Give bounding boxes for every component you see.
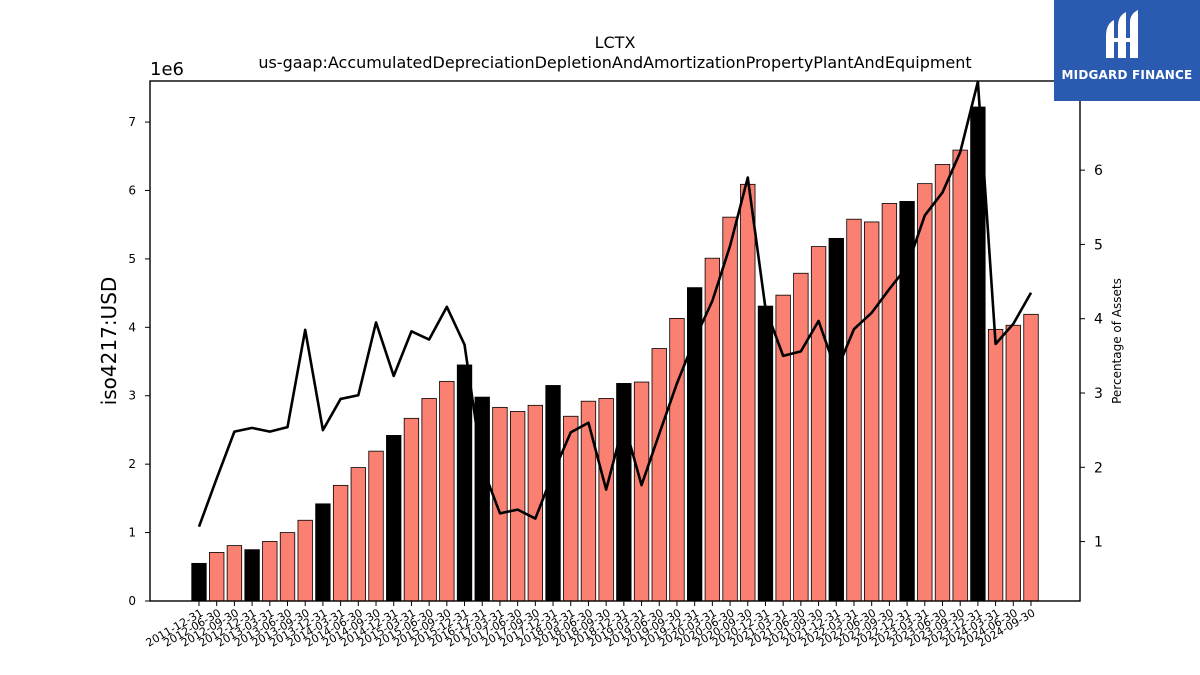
bar-2020-06-30 <box>722 216 738 602</box>
y2-tick-label: 5 <box>1094 237 1103 253</box>
bar-2018-12-31 <box>616 383 632 602</box>
midgard-finance-logo: MIDGARD FINANCE <box>1054 0 1200 101</box>
bar-2014-03-31 <box>332 484 349 602</box>
bar-2023-12-31 <box>970 106 986 602</box>
bar-2019-09-30 <box>669 318 685 602</box>
bar-2022-12-31 <box>899 201 915 602</box>
bar-2023-03-31 <box>917 183 933 602</box>
bar-2022-06-30 <box>864 221 880 602</box>
y-tick-label: 6 <box>128 183 136 197</box>
y2-tick-label: 6 <box>1094 163 1103 179</box>
bar-2021-12-31 <box>828 237 844 602</box>
bars-layer <box>191 106 1039 602</box>
bar-2011-12-31 <box>191 562 207 602</box>
y-tick-label: 3 <box>128 389 136 403</box>
midgard-finance-logo-icon <box>1106 10 1138 58</box>
y-tick-label: 5 <box>128 252 136 266</box>
bar-2018-06-30 <box>580 400 597 602</box>
bar-2012-12-31 <box>244 549 260 602</box>
bar-2023-09-30 <box>952 149 968 602</box>
bar-2024-03-31 <box>987 328 1004 602</box>
bar-2019-06-30 <box>651 348 667 602</box>
bar-2015-12-31 <box>456 364 473 602</box>
chart-subtitle: us-gaap:AccumulatedDepreciationDepletion… <box>258 53 971 72</box>
percentage-of-assets-line <box>197 80 1033 528</box>
bar-2017-03-31 <box>492 406 508 602</box>
y-axis-offset-label: 1e6 <box>150 59 184 80</box>
y-tick-label: 4 <box>128 320 136 334</box>
y2-tick-label: 1 <box>1094 535 1103 551</box>
bar-2017-06-30 <box>509 411 526 602</box>
bar-2021-06-30 <box>793 272 809 602</box>
y2-tick-label: 4 <box>1094 312 1103 328</box>
bar-2012-09-30 <box>226 545 243 602</box>
line-layer <box>197 80 1033 528</box>
bar-2013-03-31 <box>262 541 278 602</box>
chart-title: LCTX <box>595 33 636 52</box>
bar-2013-06-30 <box>279 532 296 602</box>
logo-text: MIDGARD FINANCE <box>1061 68 1193 82</box>
bar-2019-03-31 <box>633 381 650 602</box>
y2-axis-label: Percentage of Assets <box>1110 278 1124 404</box>
bar-2022-09-30 <box>881 203 898 602</box>
bar-2024-06-30 <box>1005 324 1021 602</box>
y-tick-label: 2 <box>128 457 136 471</box>
bar-2024-09-30 <box>1023 313 1039 602</box>
bar-2018-09-30 <box>598 398 614 602</box>
bar-2020-12-31 <box>757 305 774 602</box>
bar-2015-03-31 <box>403 417 420 602</box>
bar-2017-12-31 <box>545 385 561 602</box>
y-tick-label: 1 <box>128 526 136 540</box>
bar-2023-06-30 <box>934 164 951 602</box>
bar-2015-06-30 <box>421 398 437 602</box>
y2-tick-label: 2 <box>1094 460 1103 476</box>
y-tick-label: 7 <box>128 115 136 129</box>
bar-2014-09-30 <box>368 450 384 602</box>
bar-2014-12-31 <box>386 435 402 602</box>
y-tick-label: 0 <box>128 594 136 608</box>
bar-2019-12-31 <box>687 287 703 602</box>
y-axis-label: iso4217:USD <box>97 277 121 406</box>
bar-2012-06-30 <box>209 552 225 602</box>
bar-2021-09-30 <box>810 246 827 602</box>
bar-2014-06-30 <box>350 467 366 602</box>
bar-2013-09-30 <box>297 519 313 602</box>
plot-frame <box>149 80 1081 602</box>
bar-2020-09-30 <box>740 183 756 602</box>
bar-2022-03-31 <box>846 218 862 602</box>
axes-layer: 012345671234562011-12-312012-06-302012-0… <box>128 80 1103 650</box>
y2-tick-label: 3 <box>1094 386 1103 402</box>
bar-2015-09-30 <box>439 380 455 602</box>
bar-2013-12-31 <box>315 503 331 602</box>
